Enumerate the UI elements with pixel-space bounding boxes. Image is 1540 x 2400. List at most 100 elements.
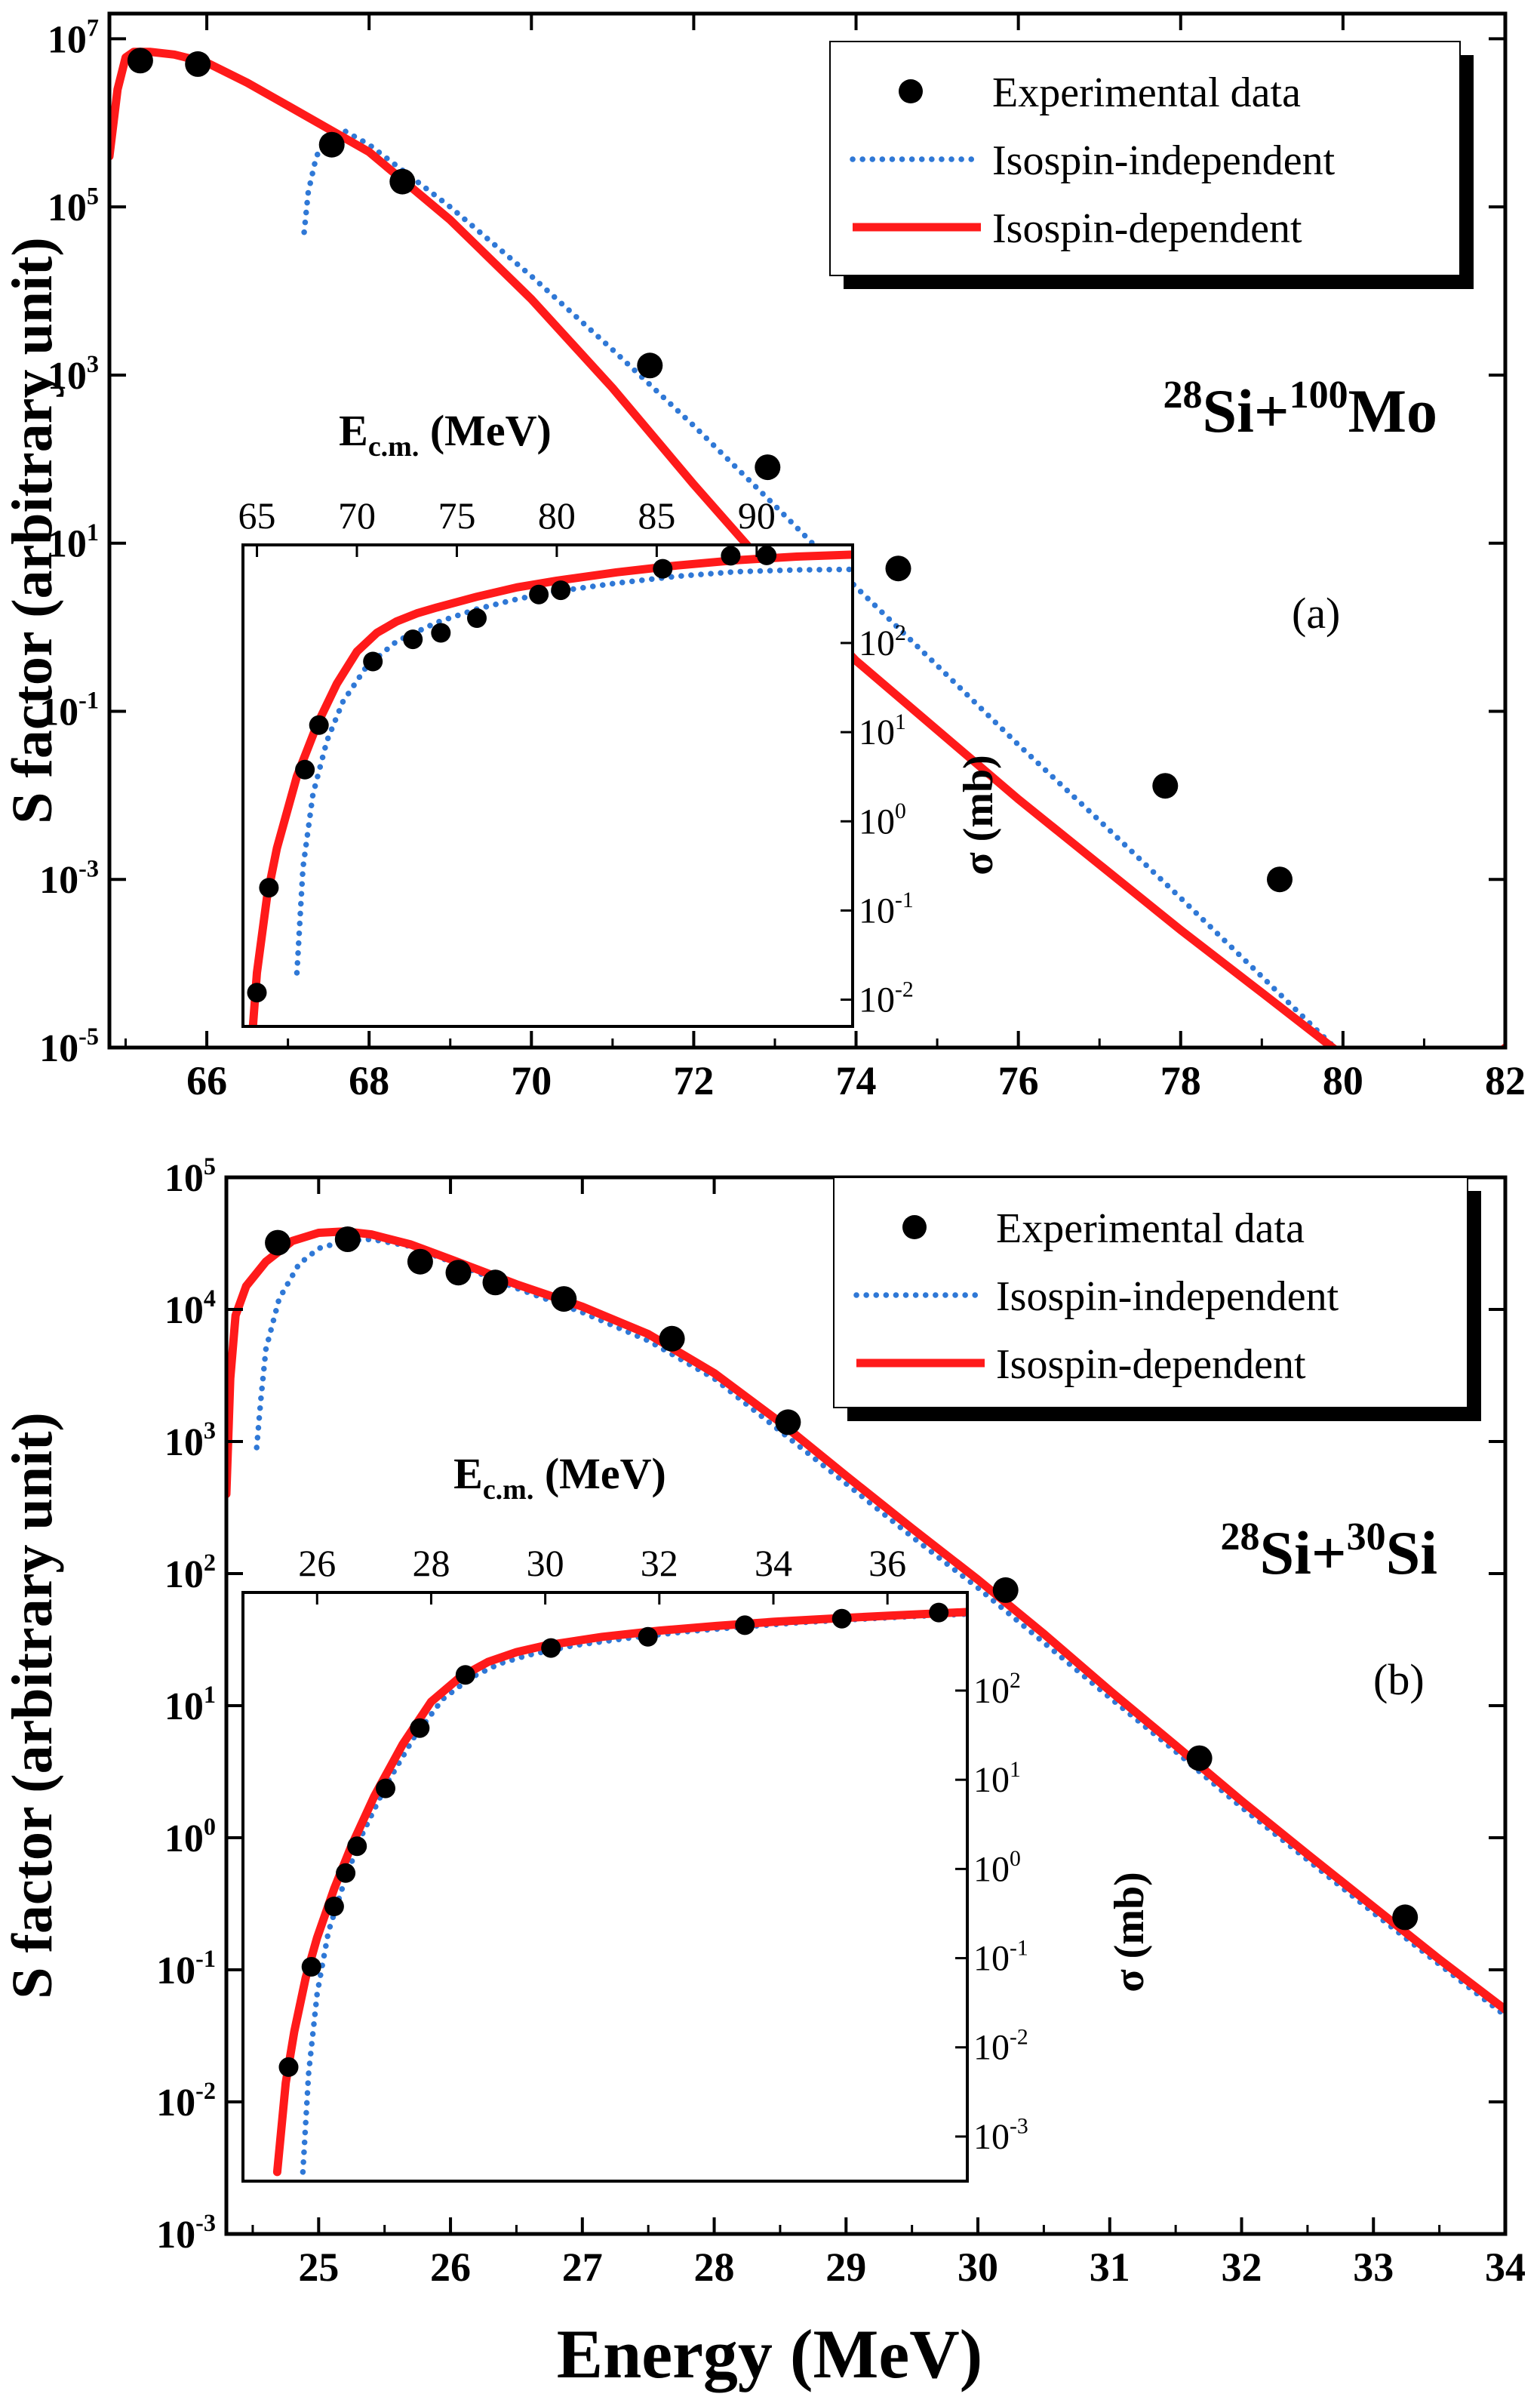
inset-x-axis-xlabel-sub: c.m. [483,1474,534,1506]
inset-series-isospin-independent [294,566,853,976]
y-tick-label: 10-2 [156,2077,216,2125]
y-tick-label: 104 [164,1285,216,1332]
reaction-label: 28Si+30Si [1220,1515,1437,1587]
x-tick-label: 27 [562,2245,603,2290]
inset-x-axis-label: Ec.m. (MeV) [339,406,552,463]
y-tick-label-exponent: -1 [195,1945,216,1972]
y-tick-label: 105 [48,182,99,229]
legend-label: Isospin-independent [992,137,1336,184]
y-tick-label-base: 10 [39,859,78,902]
x-tick-label: 25 [298,2245,339,2290]
y-tick-label: 105 [164,1152,216,1200]
inset-x-axis-xlabel-unit: (MeV) [533,1449,666,1498]
inset-y-tick-label: 10-1 [859,888,914,931]
inset-frame [241,543,854,1028]
inset-y-tick-label: 102 [859,620,906,663]
inset-y-tick-label-base: 10 [973,2028,1010,2068]
inset-data-point-0 [278,2057,299,2077]
inset-x-tick-label: 80 [538,494,576,537]
main-data-point-9 [1186,1745,1213,1771]
inset-y-axis-label: σ (mb) [1106,1872,1153,1992]
x-tick-label: 68 [349,1058,389,1103]
inset-x-tick-label: 34 [755,1542,792,1584]
inset-data-point-2 [324,1897,344,1916]
x-tick-label: 78 [1160,1058,1201,1103]
legend-label: Experimental data [992,69,1301,116]
y-tick-label: 10-3 [39,854,99,902]
inset-data-point-11 [721,546,741,566]
y-tick-label-base: 10 [164,1685,204,1728]
y-tick-label-base: 10 [164,1421,204,1464]
inset-y-tick-label-exponent: 1 [895,709,906,734]
main-data-point-7 [775,1409,801,1435]
main-data-point-2 [318,131,345,158]
inset-x-tick-label: 32 [641,1542,678,1584]
y-tick-label-base: 10 [48,18,87,61]
x-tick-label: 70 [511,1058,552,1103]
inset-data-point-12 [929,1602,949,1623]
x-tick-label: 82 [1485,1058,1526,1103]
x-tick-label: 72 [673,1058,714,1103]
inset-data-point-0 [247,983,267,1003]
inset-y-tick-label-exponent: 0 [1010,1846,1021,1871]
inset-data-point-1 [301,1957,321,1977]
inset-y-tick-label-base: 10 [973,1671,1010,1711]
inset-y-tick-label: 100 [973,1846,1021,1889]
x-tick-label: 28 [694,2245,735,2290]
main-plot-frame [107,11,1508,1050]
main-series-isospin-dependent [109,48,1505,1048]
inset-x-tick-label: 70 [338,494,376,537]
main-data-point-5 [551,1286,577,1312]
panel-label: (b) [1373,1655,1425,1704]
y-tick-label-exponent: 5 [204,1152,216,1180]
x-tick-label: 32 [1222,2245,1262,2290]
inset-y-tick-label-base: 10 [859,980,895,1020]
inset-y-axis-label: σ (mb) [955,755,1002,875]
main-data-point-7 [1152,773,1179,799]
inset-y-tick-label: 10-1 [973,1935,1028,1978]
inset-data-point-10 [735,1615,755,1635]
inset-y-tick-label-base: 10 [859,891,895,931]
inset-y-tick-label: 10-3 [973,2114,1028,2157]
main-series-isospin-independent [254,1236,1505,2019]
legend-label: Isospin-independent [996,1273,1339,1320]
x-axis-label: Energy (MeV) [557,2315,983,2392]
y-tick-label-exponent: 4 [204,1285,216,1312]
y-tick-label-base: 10 [156,2214,195,2257]
main-data-point-3 [445,1260,472,1286]
inset-y-tick-label: 101 [859,709,906,752]
inset-y-tick-label-exponent: 0 [895,798,906,823]
inset-y-tick-label-base: 10 [973,1760,1010,1800]
y-tick-label: 10-3 [156,2209,216,2257]
inset-series-isospin-independent [300,1611,967,2175]
inset-x-axis-xlabel-main: E [339,406,368,455]
inset-y-tick-label-base: 10 [973,1849,1010,1889]
legend-label: Experimental data [996,1205,1305,1252]
reaction-a-mass: 28 [1163,374,1202,417]
y-tick-label-base: 10 [39,1027,78,1070]
x-tick-label: 31 [1090,2245,1130,2290]
y-tick-label-base: 10 [48,523,87,566]
inset-data-point-9 [551,580,571,601]
panel-b: 25 26 27 28 29 30 31 32 33 3410510410310210110010… [1,1152,1526,2290]
inset-x-tick-label: 28 [412,1542,450,1584]
y-tick-label: 101 [48,518,99,566]
reaction-a-sym: Si+ [1202,377,1289,445]
main-series-isospin-independent [301,128,1339,1048]
main-data-point-8 [1267,866,1293,893]
inset-data-point-3 [309,715,329,735]
y-tick-label-exponent: 1 [204,1681,216,1708]
x-tick-label: 66 [186,1058,227,1103]
y-tick-label-base: 10 [164,1157,204,1200]
inset-y-tick-label: 102 [973,1668,1021,1711]
panel-a: 66 68 70 72 74 76 78 80 8210710510310110-110-310… [1,11,1526,1103]
inset-data-point-7 [467,608,487,628]
inset-frame [241,1591,969,2183]
y-tick-label: 103 [164,1417,216,1464]
inset-data-point-8 [541,1638,561,1658]
main-data-point-0 [265,1229,291,1256]
inset-y-tick-label-base: 10 [859,712,895,752]
inset-data-point-6 [431,623,451,643]
y-tick-label-exponent: 2 [204,1549,216,1576]
